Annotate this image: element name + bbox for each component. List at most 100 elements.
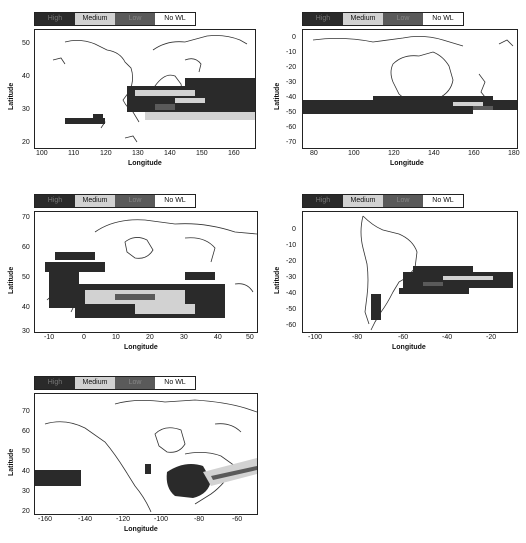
risk-high: [166, 464, 211, 498]
map-panel-north-america: High Medium Low No WL 70 60 50 40 30 20 …: [0, 364, 270, 543]
x-tick: 160: [228, 150, 240, 157]
risk-high: [45, 262, 105, 272]
legend-medium: Medium: [75, 13, 115, 25]
map-plot: [52, 35, 255, 143]
y-tick: -60: [286, 124, 297, 131]
risk-medium: [443, 276, 493, 280]
coastline: [154, 427, 186, 453]
y-tick: 40: [22, 468, 30, 475]
y-tick: 30: [22, 328, 30, 335]
risk-medium: [145, 112, 255, 120]
x-tick: 110: [68, 150, 80, 157]
risk-high: [413, 266, 473, 272]
x-tick: 130: [132, 150, 144, 157]
y-axis-label: Latitude: [274, 266, 281, 294]
y-tick: 20: [22, 508, 30, 515]
risk-high: [55, 252, 95, 260]
coastline: [360, 215, 370, 325]
y-tick: 30: [22, 488, 30, 495]
x-tick: 0: [82, 334, 86, 341]
x-axis-label: Longitude: [124, 344, 158, 351]
y-tick: -40: [286, 290, 297, 297]
legend: High Medium Low No WL: [34, 12, 196, 26]
y-axis-label: Latitude: [8, 448, 15, 476]
x-tick: -60: [398, 334, 409, 341]
x-tick: 150: [196, 150, 208, 157]
risk-high: [371, 294, 381, 320]
risk-high: [303, 100, 517, 110]
y-tick: 70: [22, 214, 30, 221]
y-tick: 50: [22, 40, 30, 47]
risk-medium: [453, 102, 483, 106]
y-tick: -30: [286, 79, 297, 86]
x-tick: 160: [468, 150, 480, 157]
map-plot: [360, 215, 513, 331]
risk-high: [93, 114, 103, 118]
legend-high: High: [303, 195, 343, 207]
x-tick: -120: [116, 516, 131, 523]
risk-high: [399, 288, 469, 294]
coastline: [498, 39, 514, 47]
x-tick: 140: [164, 150, 176, 157]
y-tick: -70: [286, 139, 297, 146]
y-tick: 30: [22, 106, 30, 113]
x-tick: 20: [146, 334, 154, 341]
coastline: [44, 421, 152, 513]
coastline: [94, 219, 257, 235]
risk-high: [185, 272, 215, 280]
legend-medium: Medium: [343, 195, 383, 207]
x-tick: 140: [428, 150, 440, 157]
x-tick: 100: [36, 150, 48, 157]
y-tick: 0: [292, 34, 296, 41]
risk-medium: [175, 98, 205, 103]
x-tick: 80: [310, 150, 318, 157]
risk-high: [303, 110, 473, 114]
map-panel-europe: High Medium Low No WL 70 60 50 40 30 -10…: [0, 182, 270, 362]
coastline: [124, 237, 154, 259]
x-axis-label: Longitude: [390, 160, 424, 167]
y-tick: 50: [22, 448, 30, 455]
y-tick: 40: [22, 304, 30, 311]
y-tick: -40: [286, 94, 297, 101]
y-axis-label: Latitude: [274, 82, 281, 110]
legend-medium: Medium: [343, 13, 383, 25]
x-tick: -80: [352, 334, 363, 341]
legend: High Medium Low No WL: [34, 194, 196, 208]
coastline: [52, 57, 66, 65]
x-tick: 120: [388, 150, 400, 157]
y-tick: 60: [22, 428, 30, 435]
x-tick: 120: [100, 150, 112, 157]
legend-low: Low: [383, 195, 423, 207]
risk-high: [65, 118, 105, 124]
risk-low: [211, 466, 257, 480]
x-tick: 50: [246, 334, 254, 341]
legend-low: Low: [115, 13, 155, 25]
risk-low: [473, 106, 493, 110]
risk-high: [185, 78, 255, 88]
y-tick: 60: [22, 244, 30, 251]
risk-low: [115, 294, 155, 300]
map-frame: [302, 29, 518, 149]
y-tick: 50: [22, 274, 30, 281]
coastline: [234, 283, 254, 293]
coastline: [124, 135, 138, 143]
x-tick: -10: [44, 334, 55, 341]
map-panel-south-america: High Medium Low No WL 0 -10 -20 -30 -40 …: [270, 182, 526, 362]
y-axis-label: Latitude: [8, 266, 15, 294]
legend-no-wl: No WL: [423, 13, 463, 25]
coastline: [184, 237, 216, 263]
x-axis-label: Longitude: [128, 160, 162, 167]
coastline: [64, 40, 140, 123]
risk-medium: [135, 304, 195, 314]
x-tick: 30: [180, 334, 188, 341]
y-tick: -20: [286, 64, 297, 71]
map-panel-australia: High Medium Low No WL 0 -10 -20 -30 -40 …: [270, 0, 526, 180]
x-tick: 180: [508, 150, 520, 157]
risk-high: [145, 464, 151, 474]
risk-high: [373, 96, 493, 102]
y-tick: 40: [22, 73, 30, 80]
legend-high: High: [303, 13, 343, 25]
x-tick: 40: [214, 334, 222, 341]
legend-no-wl: No WL: [423, 195, 463, 207]
x-tick: -80: [194, 516, 205, 523]
